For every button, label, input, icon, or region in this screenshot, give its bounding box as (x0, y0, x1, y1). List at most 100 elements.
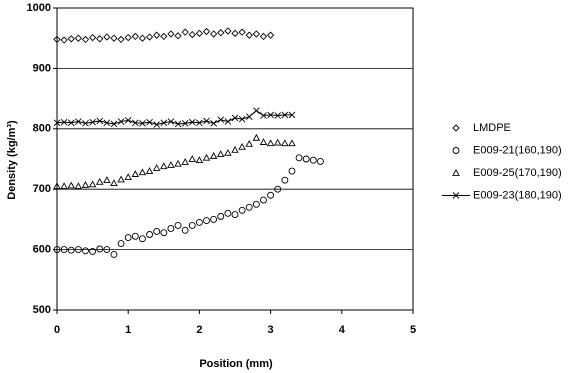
marker (88, 33, 97, 42)
marker (138, 235, 146, 243)
legend-label: E009-23(180,190) (473, 189, 562, 201)
marker (260, 196, 267, 204)
marker (252, 133, 261, 141)
marker (259, 138, 268, 145)
marker (67, 246, 75, 254)
marker (274, 185, 282, 193)
marker (110, 120, 118, 128)
marker (146, 118, 153, 126)
marker (202, 27, 211, 36)
marker (60, 182, 68, 190)
marker (238, 206, 246, 214)
marker (245, 113, 253, 121)
marker (152, 164, 161, 171)
marker (160, 119, 168, 127)
marker (103, 246, 111, 254)
marker (110, 179, 118, 187)
marker (210, 30, 218, 38)
marker (210, 215, 218, 223)
marker (82, 120, 89, 127)
marker (167, 118, 175, 125)
marker (132, 119, 139, 127)
marker (74, 246, 82, 254)
marker (153, 121, 160, 128)
marker (195, 156, 204, 164)
marker (89, 247, 97, 255)
marker (60, 36, 68, 44)
marker (281, 139, 289, 147)
marker (138, 168, 147, 176)
marker (103, 176, 111, 183)
marker (124, 117, 132, 124)
marker (153, 228, 161, 235)
y-tick-label: 600 (33, 244, 51, 256)
y-tick-label: 1000 (27, 2, 51, 14)
marker (145, 33, 154, 41)
marker (267, 191, 275, 199)
marker (95, 178, 104, 185)
marker (188, 118, 196, 126)
marker (224, 149, 232, 156)
marker (203, 217, 210, 225)
marker (231, 146, 239, 153)
marker (167, 225, 175, 232)
marker (259, 32, 268, 41)
marker (96, 117, 104, 125)
marker (146, 231, 154, 238)
plot-area (56, 7, 414, 311)
marker (245, 203, 253, 211)
marker (89, 118, 96, 126)
marker (309, 156, 317, 164)
y-axis-label: Density (kg/m³) (6, 120, 18, 200)
marker (174, 32, 182, 40)
marker (203, 117, 210, 125)
marker (181, 28, 189, 36)
marker (117, 35, 125, 44)
legend-label: E009-25(170,190) (473, 167, 562, 179)
marker (195, 218, 203, 226)
marker (67, 119, 75, 127)
x-tick-label: 2 (196, 324, 202, 336)
marker (273, 138, 282, 146)
marker (138, 34, 147, 42)
marker (53, 246, 61, 254)
marker (238, 142, 246, 150)
marker (266, 31, 275, 39)
marker (245, 31, 253, 39)
series-line (56, 110, 292, 126)
marker (253, 107, 260, 114)
marker (188, 30, 196, 39)
marker (60, 118, 68, 126)
marker (131, 170, 140, 177)
marker (238, 115, 246, 123)
y-tick-label: 700 (33, 183, 51, 195)
marker (174, 159, 182, 167)
marker (231, 211, 239, 219)
marker (224, 27, 232, 35)
marker (195, 29, 204, 38)
marker (67, 181, 76, 189)
marker (196, 119, 203, 127)
marker (174, 221, 182, 229)
legend-marker (452, 124, 460, 132)
marker (245, 139, 254, 147)
legend-marker (452, 147, 460, 154)
marker (238, 28, 246, 36)
marker (160, 229, 168, 237)
legend-label: E009-21(160,190) (473, 144, 562, 156)
legend: LMDPE E009-21(160,190) E009-25(170,190) E00… (442, 122, 562, 201)
marker (67, 35, 75, 43)
marker (131, 32, 139, 41)
marker (288, 167, 296, 175)
marker (82, 247, 89, 255)
marker (274, 112, 282, 119)
marker (216, 150, 225, 158)
marker (53, 182, 61, 190)
y-tick-label: 900 (33, 62, 51, 74)
x-tick-label: 4 (339, 324, 346, 336)
x-tick-label: 1 (125, 324, 131, 336)
marker (174, 120, 182, 128)
marker (252, 30, 260, 38)
y-tick-label: 500 (33, 304, 51, 316)
